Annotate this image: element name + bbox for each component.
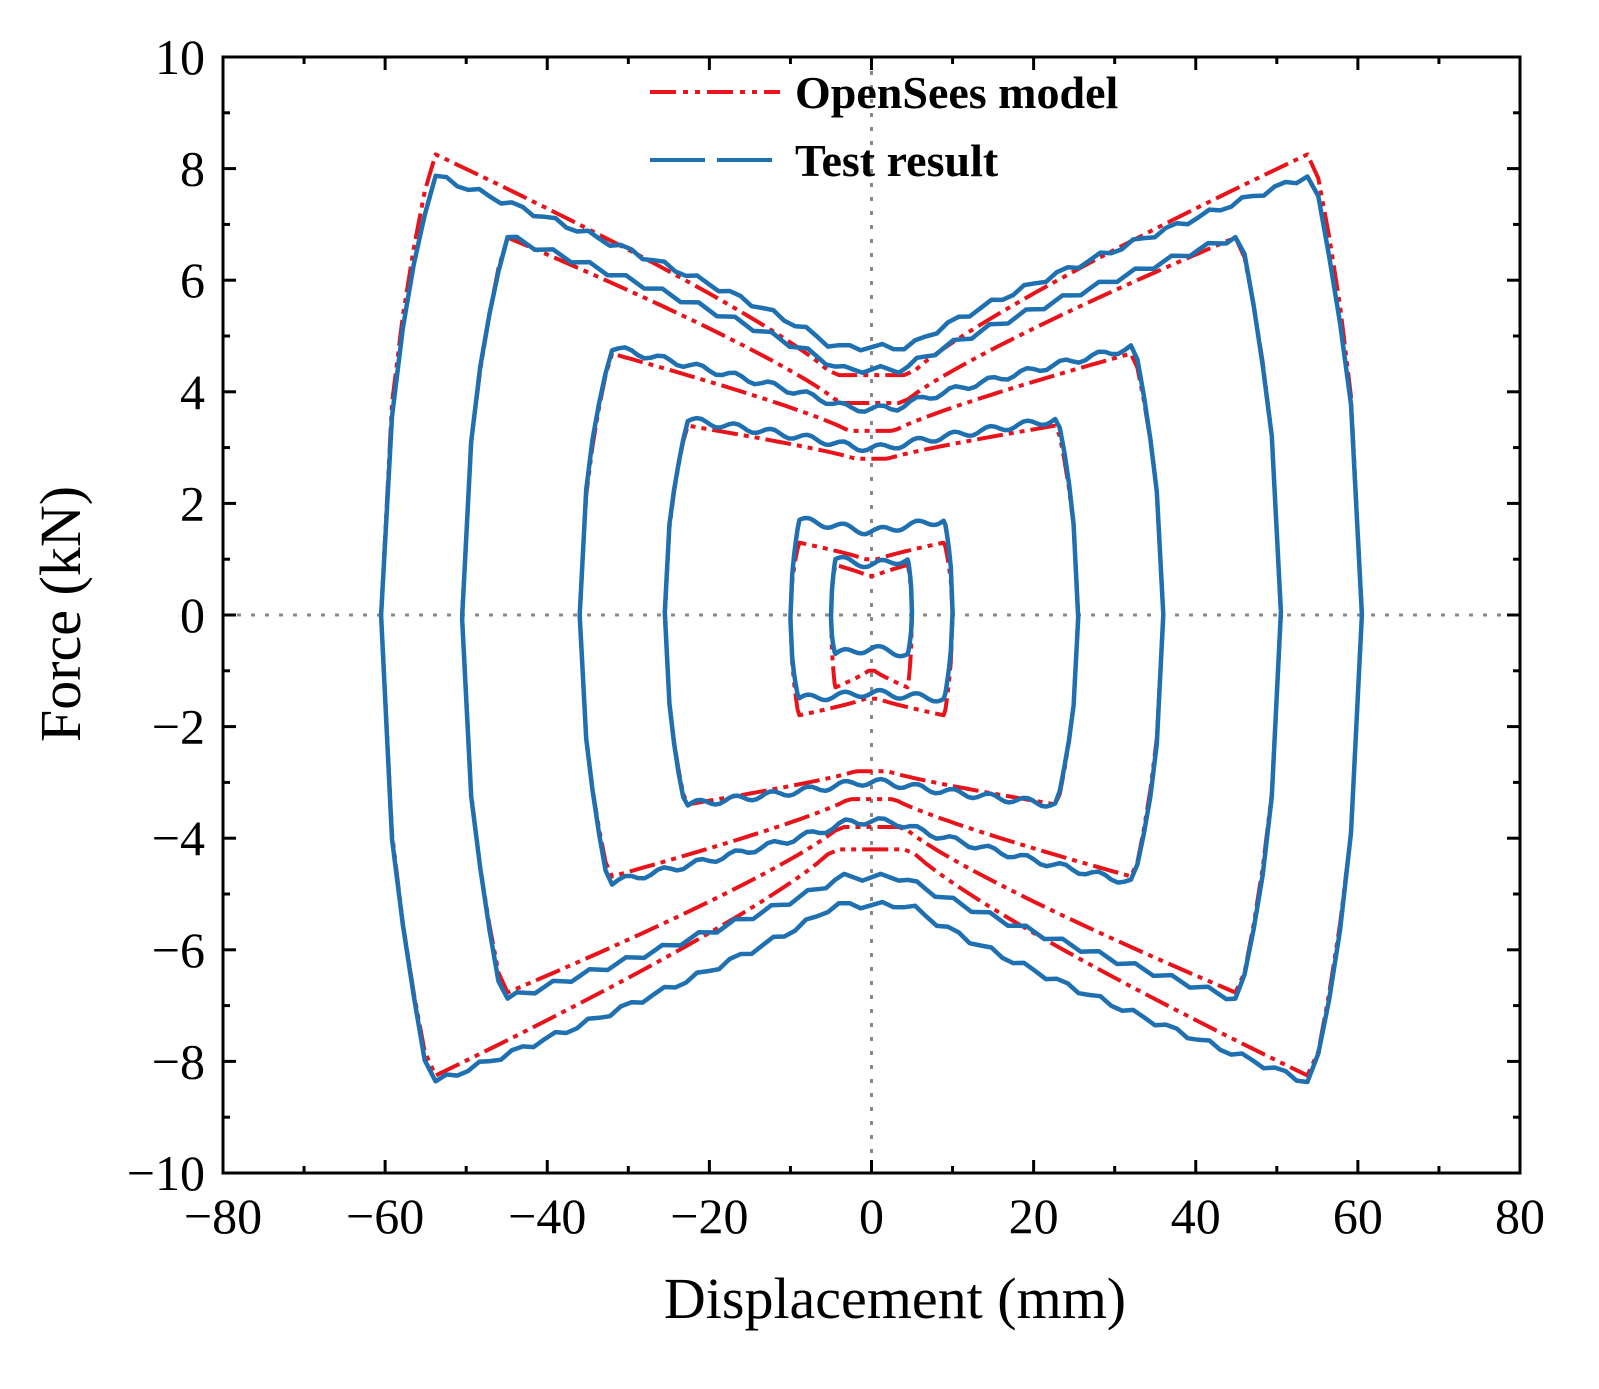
test-loop-3 bbox=[577, 343, 1166, 887]
y-tick-label: 0 bbox=[180, 587, 205, 643]
x-tick-label: −60 bbox=[346, 1188, 424, 1244]
x-tick-label: 80 bbox=[1495, 1188, 1545, 1244]
zero-reference-lines bbox=[223, 57, 1520, 1173]
y-tick-label: −4 bbox=[152, 810, 205, 866]
curves bbox=[378, 152, 1365, 1085]
test-loop-4 bbox=[662, 415, 1081, 809]
x-tick-label: −40 bbox=[508, 1188, 586, 1244]
y-tick-label: −8 bbox=[152, 1033, 205, 1089]
y-tick-label: −6 bbox=[152, 922, 205, 978]
y-tick-label: 4 bbox=[180, 364, 205, 420]
y-tick-label: 8 bbox=[180, 141, 205, 197]
y-tick-label: 6 bbox=[180, 252, 205, 308]
legend: OpenSees model Test result bbox=[650, 67, 1118, 186]
test-loop-6 bbox=[828, 554, 915, 659]
x-tick-label: −80 bbox=[184, 1188, 262, 1244]
y-tick-label: −10 bbox=[127, 1145, 205, 1201]
opensees-loop-3 bbox=[577, 351, 1166, 879]
test-loop-2 bbox=[459, 234, 1284, 1002]
y-tick-label: −2 bbox=[152, 699, 205, 755]
test-loop-1 bbox=[378, 173, 1365, 1085]
legend-label-test: Test result bbox=[795, 135, 999, 186]
x-tick-label: 60 bbox=[1333, 1188, 1383, 1244]
y-tick-label: 10 bbox=[155, 29, 205, 85]
y-tick-label: 2 bbox=[180, 475, 205, 531]
test-loop-5 bbox=[788, 515, 955, 704]
x-tick-label: 40 bbox=[1171, 1188, 1221, 1244]
x-axis-title: Displacement (mm) bbox=[664, 1266, 1126, 1331]
x-tick-label: 0 bbox=[859, 1188, 884, 1244]
x-tick-label: −20 bbox=[670, 1188, 748, 1244]
opensees-loop-4 bbox=[662, 423, 1081, 807]
opensees-loop-6 bbox=[829, 562, 914, 690]
series-test-result bbox=[378, 173, 1365, 1085]
x-tick-label: 20 bbox=[1009, 1188, 1059, 1244]
series-opensees-model bbox=[379, 152, 1364, 1078]
y-axis-title: Force (kN) bbox=[28, 486, 93, 742]
axis-ticks bbox=[221, 55, 1522, 1175]
opensees-loop-1 bbox=[379, 152, 1364, 1078]
legend-label-opensees: OpenSees model bbox=[795, 67, 1118, 118]
